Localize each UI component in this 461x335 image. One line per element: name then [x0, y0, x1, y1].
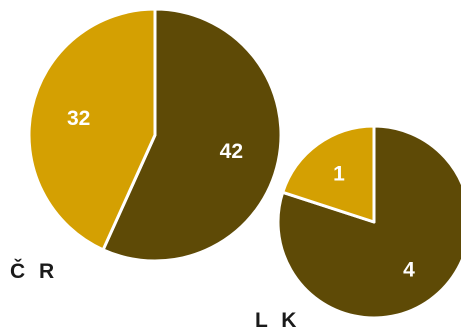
slice-label-cr-32: 32 [67, 107, 90, 130]
slice-lk-gold [281, 124, 376, 224]
slice-label-lk-1: 1 [333, 162, 345, 185]
pie-chart-lk: 41 [276, 124, 461, 320]
pie-title-lk: L K [255, 309, 300, 332]
slice-label-lk-4: 4 [403, 259, 415, 282]
pie-chart-cr: 42 32 [27, 7, 283, 263]
slice-label-cr-42: 42 [220, 140, 243, 163]
slice-cr-gold [27, 7, 157, 252]
pie-title-cr: Č R [10, 259, 58, 283]
slice-cr-dark [101, 7, 283, 263]
